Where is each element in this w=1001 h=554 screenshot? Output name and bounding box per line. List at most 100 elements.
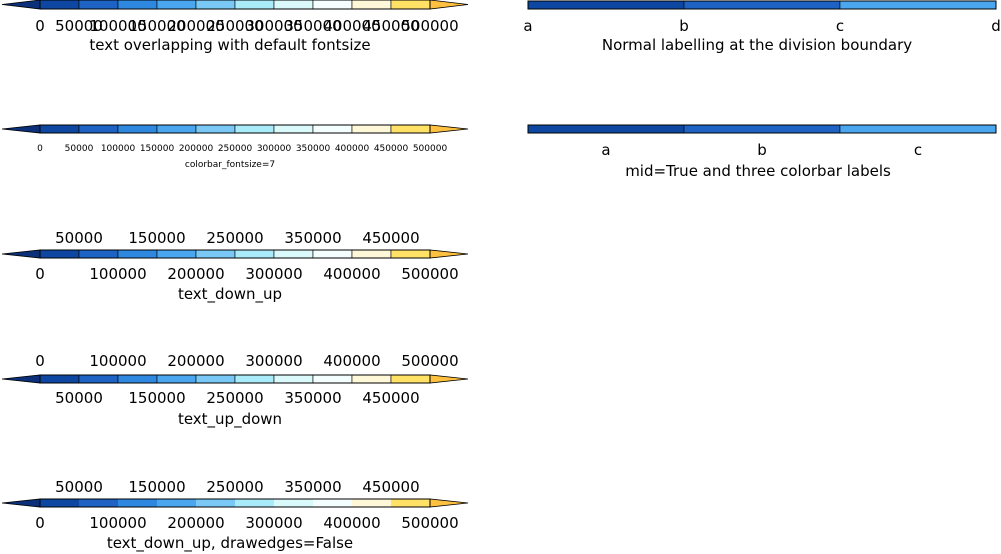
- colorbar-segment: [273, 124, 314, 134]
- colorbar-extend-max: [429, 0, 469, 10]
- tick-label: 200000: [167, 352, 224, 370]
- tick-label: c: [836, 17, 844, 35]
- colorbar-segment: [195, 124, 236, 134]
- colorbar-segment: [312, 374, 353, 384]
- tick-label: 400000: [323, 265, 380, 283]
- tick-label: c: [914, 141, 922, 159]
- colorbar-1: 0 500001000001500002000002500003000003500…: [1, 0, 469, 54]
- colorbar-extend-min: [1, 249, 41, 259]
- colorbar-segment: [273, 0, 314, 10]
- tick-label: 150000: [128, 478, 185, 496]
- colorbar-segment: [39, 0, 80, 10]
- tick-label: a: [601, 141, 610, 159]
- colorbar-segment: [527, 124, 685, 134]
- colorbar-3: 0 50000 100000 150000 200000 250000 300000 3500…: [1, 229, 469, 304]
- colorbar-outline: [39, 124, 431, 134]
- colorbar-segment: [234, 124, 275, 134]
- colorbar-segment: [351, 0, 392, 10]
- colorbar-segment: [273, 249, 314, 259]
- colorbar-segment: [273, 374, 314, 384]
- tick-label: 250000: [206, 478, 263, 496]
- colorbar-segment: [351, 249, 392, 259]
- tick-label: d: [991, 17, 1001, 35]
- tick-label: 250000: [206, 229, 263, 247]
- colorbar-2: 0 50000 100000 150000 200000 250000 300000 3500…: [1, 124, 469, 170]
- colorbar-title: colorbar_fontsize=7: [185, 160, 275, 170]
- colorbar-segment: [78, 374, 119, 384]
- tick-label: 200000: [179, 144, 214, 154]
- colorbar-segment: [312, 0, 353, 10]
- colorbar-segment: [683, 0, 841, 10]
- tick-label: 500000: [413, 144, 448, 154]
- tick-label: 100000: [89, 352, 146, 370]
- colorbar-segment: [195, 374, 236, 384]
- colorbar-segment: [351, 124, 392, 134]
- colorbar-segment: [39, 124, 80, 134]
- tick-label: 450000: [362, 229, 419, 247]
- colorbar-segment: [274, 499, 313, 507]
- tick-label: 50000: [55, 17, 103, 35]
- colorbar-outline: [39, 374, 431, 384]
- colorbar-segment: [390, 124, 431, 134]
- tick-label: 350000: [284, 17, 341, 35]
- tick-label: 500000: [401, 514, 458, 532]
- tick-label: 300000: [245, 514, 302, 532]
- colorbar-segment: [39, 249, 80, 259]
- colorbar-segment: [235, 499, 274, 507]
- tick-label: 0: [37, 144, 43, 154]
- tick-label: 100000: [101, 144, 136, 154]
- colorbar-extend-min: [1, 0, 41, 10]
- tick-label: 0: [35, 17, 45, 35]
- colorbar-outline: [39, 0, 431, 10]
- colorbar-extend-min: [1, 124, 41, 134]
- colorbar-segment: [78, 0, 119, 10]
- tick-label: 150000: [128, 229, 185, 247]
- tick-label: 200000: [167, 514, 224, 532]
- colorbar-segment: [839, 0, 997, 10]
- colorbar-segment: [156, 249, 197, 259]
- colorbar-outline: [527, 0, 997, 10]
- colorbar-extend-max: [429, 374, 469, 384]
- colorbar-segment: [79, 499, 118, 507]
- tick-label: 500000: [401, 352, 458, 370]
- colorbar-6: a b c d Normal labelling at the division bou…: [523, 0, 1001, 54]
- tick-label: 400000: [323, 17, 380, 35]
- colorbar-7: a b c mid=True and three colorbar labels: [527, 124, 997, 180]
- tick-label: 200000: [167, 265, 224, 283]
- tick-label: 300000: [257, 144, 292, 154]
- tick-label: 500000: [401, 265, 458, 283]
- colorbar-extend-max: [429, 249, 469, 259]
- colorbar-segment: [390, 374, 431, 384]
- colorbar-extend-max: [429, 498, 469, 508]
- tick-label: 350000: [284, 389, 341, 407]
- colorbar-title: text overlapping with default fontsize: [89, 36, 370, 54]
- tick-label: 450000: [362, 17, 419, 35]
- colorbar-segment: [39, 374, 80, 384]
- tick-label: 350000: [284, 478, 341, 496]
- tick-label: 50000: [55, 389, 103, 407]
- tick-label: b: [757, 141, 767, 159]
- tick-label: 400000: [323, 514, 380, 532]
- tick-label: 100000: [89, 514, 146, 532]
- tick-label: 0: [35, 514, 45, 532]
- colorbar-segment: [118, 499, 157, 507]
- tick-label: 200000: [167, 17, 224, 35]
- tick-label: 450000: [362, 389, 419, 407]
- tick-label: b: [679, 17, 689, 35]
- colorbar-segment: [312, 124, 353, 134]
- colorbar-segment: [527, 0, 685, 10]
- tick-label: 400000: [335, 144, 370, 154]
- tick-label: 250000: [218, 144, 253, 154]
- colorbar-segment: [156, 0, 197, 10]
- colorbar-segment: [196, 499, 235, 507]
- colorbar-segment: [117, 249, 158, 259]
- colorbar-segment: [352, 499, 391, 507]
- colorbar-title: Normal labelling at the division boundar…: [602, 36, 912, 54]
- tick-label: 450000: [362, 478, 419, 496]
- tick-label: 300000: [245, 17, 302, 35]
- colorbar-segment: [195, 249, 236, 259]
- tick-label: 0: [35, 265, 45, 283]
- colorbar-segment: [156, 374, 197, 384]
- tick-label: 400000: [323, 352, 380, 370]
